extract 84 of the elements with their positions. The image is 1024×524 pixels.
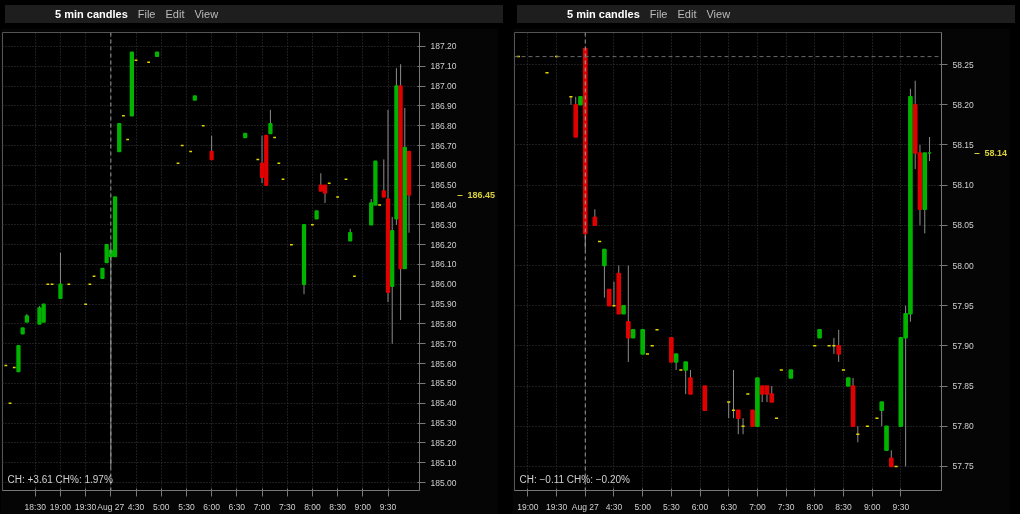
- annotation: CH: +3.61 CH%: 1.97%: [7, 473, 113, 485]
- y-tick-label: 186.20: [430, 239, 457, 250]
- text: 186.45: [467, 190, 496, 201]
- x-tick-label: 6:00: [203, 501, 221, 512]
- y-tick-label: 186.10: [430, 259, 457, 270]
- x-tick-label: 5:00: [152, 501, 170, 512]
- y-tick-label: 185.60: [430, 358, 457, 369]
- x-tick-label: 19:30: [75, 501, 97, 512]
- y-tick-label: 57.75: [952, 461, 975, 472]
- x-tick-label: 19:00: [517, 501, 539, 512]
- y-tick-label: 58.00: [952, 260, 975, 271]
- y-tick-label: 58.25: [952, 59, 975, 70]
- x-tick-label: 5:30: [663, 501, 680, 512]
- y-tick-label: 187.10: [430, 61, 457, 72]
- y-tick-label: 185.70: [430, 338, 457, 349]
- x-tick-label: 8:00: [304, 501, 321, 512]
- y-tick-label: 57.90: [952, 340, 975, 351]
- x-tick-label: 8:00: [806, 501, 824, 512]
- candlestick: [735, 409, 741, 435]
- x-tick-label: 6:30: [228, 501, 246, 512]
- candlestick: [58, 252, 63, 299]
- y-tick-label: 186.40: [430, 199, 457, 210]
- y-tick-label: 57.85: [952, 381, 975, 392]
- x-tick-label: 6:30: [720, 501, 738, 512]
- y-tick-label: 185.90: [430, 299, 457, 310]
- x-tick-label: 8:30: [835, 501, 853, 512]
- candlestick: [268, 109, 273, 135]
- x-tick-label: 4:30: [605, 501, 623, 512]
- y-tick-label: 186.60: [430, 160, 457, 171]
- y-tick-label: 186.80: [430, 120, 457, 131]
- text: Edit: [677, 7, 697, 22]
- x-tick-label: 9:30: [892, 501, 910, 512]
- y-tick-label: 186.30: [430, 219, 457, 230]
- text: 58.14: [984, 148, 1008, 159]
- text: File: [649, 7, 668, 22]
- candlestick: [209, 135, 214, 161]
- y-tick-label: 186.70: [430, 140, 457, 151]
- y-tick-label: 185.20: [430, 437, 457, 448]
- y-tick-label: 58.05: [952, 220, 975, 231]
- candlestick: [602, 248, 607, 299]
- y-tick-label: 57.95: [952, 300, 975, 311]
- y-tick-label: 185.80: [430, 318, 457, 329]
- x-tick-label: 18:30: [24, 501, 47, 512]
- chart-title: 5 min candles: [567, 7, 640, 22]
- y-tick-label: 186.50: [430, 180, 457, 191]
- x-tick-label: 8:30: [329, 501, 347, 512]
- x-tick-label: 5:00: [634, 501, 652, 512]
- y-tick-label: 187.20: [430, 41, 457, 52]
- x-tick-label: 7:00: [749, 501, 766, 512]
- y-tick-label: 58.15: [952, 139, 975, 150]
- y-tick-label: 185.10: [430, 457, 457, 468]
- candlestick: [683, 361, 689, 395]
- x-tick-label: 4:30: [127, 501, 145, 512]
- y-tick-label: 185.50: [430, 378, 457, 389]
- x-tick-label: 19:30: [545, 501, 568, 512]
- y-tick-label: 57.80: [952, 421, 975, 432]
- y-tick-label: 185.00: [430, 477, 457, 488]
- y-tick-label: 186.00: [430, 279, 457, 290]
- y-tick-label: 185.30: [430, 418, 457, 429]
- text: View: [706, 7, 731, 22]
- x-tick-label: 7:30: [278, 501, 296, 512]
- candlestick: [688, 369, 693, 395]
- x-tick-label: 7:00: [253, 501, 271, 512]
- y-tick-label: 186.90: [430, 100, 457, 111]
- x-tick-label: 7:30: [777, 501, 795, 512]
- x-tick-label: 9:00: [354, 501, 372, 512]
- y-tick-label: 187.00: [430, 81, 457, 92]
- x-tick-label: 9:30: [379, 501, 397, 512]
- y-tick-label: 58.10: [952, 180, 975, 191]
- candlestick: [879, 401, 885, 427]
- x-tick-label: Aug 27: [97, 501, 125, 512]
- chart-title: 5 min candles: [55, 7, 128, 22]
- candlestick: [836, 329, 842, 363]
- x-tick-label: 5:30: [178, 501, 195, 512]
- y-tick-label: 58.20: [952, 99, 975, 110]
- annotation: CH: −0.11 CH%: −0.20%: [519, 473, 631, 485]
- text: Edit: [165, 7, 185, 22]
- x-tick-label: Aug 27: [571, 501, 600, 512]
- x-tick-label: 6:00: [691, 501, 709, 512]
- text: File: [137, 7, 156, 22]
- text: View: [194, 7, 219, 22]
- x-tick-label: 9:00: [863, 501, 881, 512]
- x-tick-label: 19:00: [49, 501, 72, 512]
- y-tick-label: 185.40: [430, 398, 457, 409]
